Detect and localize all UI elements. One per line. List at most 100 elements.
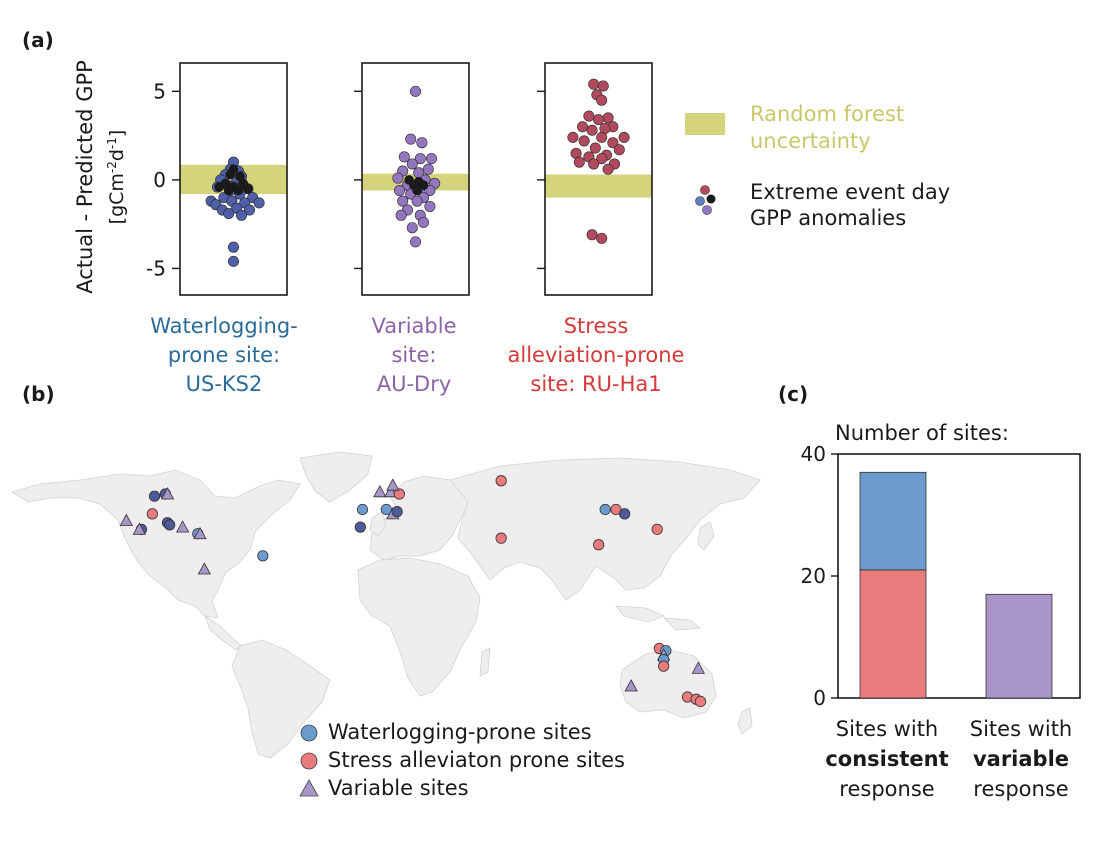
panel-a-chart: 5 0 -5 Actual - Predicted GPP [gCm-2d-1] R… (73, 60, 950, 296)
uncertainty-legend-line2: uncertainty (750, 129, 871, 153)
category-label-line: Sites with (969, 717, 1073, 741)
gpp-anomaly-point (589, 142, 601, 154)
y-tick-label: 20 (801, 564, 826, 588)
variable-site-marker (624, 679, 638, 692)
gpp-anomaly-point (228, 241, 240, 253)
variable-site-marker (132, 522, 147, 535)
gpp-anomaly-point (596, 153, 608, 165)
stress-site-marker (393, 488, 405, 500)
stress-site-marker (658, 660, 670, 672)
map-legend-symbols (299, 724, 319, 797)
gpp-anomaly-point (393, 185, 405, 197)
bar-chart-title: Number of sites: (835, 421, 1009, 445)
category-label-line: response (839, 777, 935, 801)
y-tick-label: 5 (153, 79, 166, 103)
waterlogging-site-marker (619, 508, 631, 520)
gpp-anomaly-point (596, 94, 608, 106)
waterlogging-site-marker (257, 550, 269, 562)
panel-c-label: (c) (778, 382, 809, 406)
site-label-line: US-KS2 (185, 372, 263, 396)
gpp-anomaly-point (597, 80, 609, 92)
gpp-anomaly-point (236, 209, 248, 221)
category-label-line: variable (972, 747, 1070, 771)
panel-b-label: (b) (22, 382, 55, 406)
strip-frame (179, 62, 288, 296)
gpp-anomaly-point (613, 144, 625, 156)
variable-site-marker (691, 661, 706, 674)
y-tick-label: 0 (813, 686, 826, 710)
site-label-line: alleviation-prone (507, 343, 685, 367)
site-label-ru-ha1: Stress alleviation-prone site: RU-Ha1 (496, 312, 696, 399)
gpp-anomaly-point (618, 131, 630, 143)
site-label-au-dry: Variable site: AU-Dry (314, 312, 514, 399)
world-map (11, 451, 761, 759)
gpp-anomaly-point (425, 153, 437, 165)
category-label-variable: Sites with variable response (946, 714, 1096, 804)
variable-site-marker (160, 487, 175, 500)
stress-site-marker (610, 503, 622, 516)
gpp-anomaly-point (223, 208, 235, 220)
gpp-anomaly-point (602, 163, 614, 175)
extreme-legend-dots (695, 185, 716, 215)
waterlogging-site-marker (164, 519, 176, 531)
site-label-line: Variable (371, 314, 457, 338)
gpp-anomaly-point (392, 172, 404, 184)
waterlogging-legend-label: Waterlogging-prone sites (328, 720, 592, 744)
gpp-anomaly-point (596, 232, 608, 244)
gpp-anomaly-point (588, 78, 600, 90)
gpp-anomaly-point (228, 255, 240, 267)
gpp-anomaly-point (417, 216, 429, 228)
gpp-anomaly-point (607, 137, 619, 149)
panel-a-label: (a) (22, 28, 54, 52)
stress-site-marker (593, 539, 605, 551)
bar-chart: 0 20 40 (801, 442, 1081, 710)
category-label-consistent: Sites with consistent response (812, 714, 962, 804)
site-label-line: site: RU-Ha1 (530, 372, 662, 396)
variable-site-marker (383, 484, 398, 498)
gpp-anomaly-point (576, 121, 588, 133)
site-label-line: Waterlogging- (150, 314, 298, 338)
gpp-anomaly-point (253, 197, 265, 209)
gpp-anomaly-point (596, 131, 608, 143)
stress-site-marker (146, 508, 158, 520)
variable-site-marker (119, 513, 134, 526)
waterlogging-site-marker (599, 503, 611, 516)
y-axis-unit: [gCm-2d-1] (105, 130, 128, 225)
gpp-anomaly-point (406, 158, 418, 170)
extreme-event-point (412, 185, 422, 196)
gpp-anomaly-point (409, 236, 421, 248)
bar-segment (859, 569, 927, 699)
site-label-line: AU-Dry (376, 372, 452, 396)
y-axis-title: Actual - Predicted GPP (73, 60, 97, 294)
stress-legend-marker (300, 752, 318, 770)
gpp-anomaly-point (397, 195, 409, 207)
gpp-anomaly-point (586, 124, 598, 136)
extreme-event-point (243, 183, 253, 194)
y-tick-label: 40 (801, 442, 826, 466)
bar-segment (859, 471, 927, 571)
uncertainty-legend-line1: Random forest (750, 102, 904, 126)
site-label-line: Stress (563, 314, 629, 338)
extreme-event-point (225, 169, 236, 180)
stress-legend-label: Stress alleviaton prone sites (328, 748, 625, 772)
gpp-anomaly-point (424, 200, 436, 212)
gpp-anomaly-point (395, 209, 407, 221)
waterlogging-site-marker (391, 506, 403, 518)
variable-site-marker (175, 520, 190, 533)
site-label-line: prone site: (167, 343, 281, 367)
category-label-line: Sites with (835, 717, 939, 741)
gpp-anomaly-point (567, 131, 579, 143)
gpp-anomaly-point (578, 135, 590, 147)
bar-segment (985, 593, 1053, 699)
y-tick-label: 0 (153, 168, 166, 192)
category-label-line: consistent (825, 747, 949, 771)
stress-site-marker (694, 695, 707, 708)
strip-frame (544, 62, 653, 296)
stress-site-marker (651, 523, 663, 535)
gpp-anomaly-point (411, 195, 423, 207)
gpp-anomaly-point (573, 156, 585, 168)
extreme-legend-line2: GPP anomalies (750, 206, 906, 230)
waterlogging-legend-marker (300, 724, 318, 742)
gpp-anomaly-point (406, 222, 418, 234)
site-label-us-ks2: Waterlogging- prone site: US-KS2 (124, 312, 324, 399)
